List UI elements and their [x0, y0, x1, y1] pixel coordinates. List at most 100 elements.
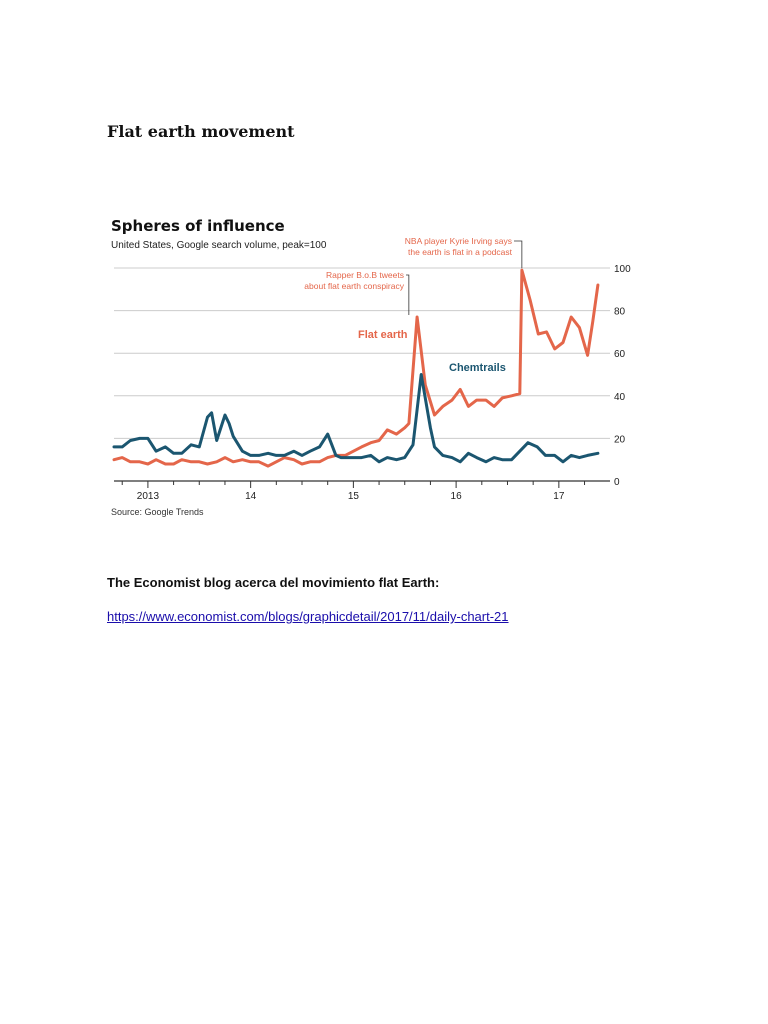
caption-text: The Economist blog acerca del movimiento…	[107, 575, 440, 590]
data-point-flat-earth	[570, 316, 572, 318]
data-point-chemtrails	[442, 454, 444, 457]
data-point-flat-earth	[181, 459, 183, 461]
series-label-chemtrails: Chemtrails	[449, 362, 506, 374]
series-line-flat-earth	[112, 268, 600, 468]
data-point-flat-earth	[275, 461, 277, 463]
data-point-chemtrails	[335, 454, 337, 457]
y-tick-label: 20	[614, 434, 626, 445]
data-point-chemtrails	[493, 456, 495, 459]
y-tick-label: 80	[614, 307, 626, 318]
data-point-chemtrails	[318, 446, 321, 448]
data-point-chemtrails	[139, 437, 141, 439]
data-point-flat-earth	[537, 333, 539, 335]
x-tick-label: 16	[451, 491, 463, 502]
data-point-flat-earth	[172, 463, 175, 465]
data-point-flat-earth	[155, 459, 157, 461]
data-point-flat-earth	[224, 456, 226, 459]
data-point-chemtrails	[155, 450, 157, 452]
data-point-flat-earth	[451, 399, 453, 401]
data-point-chemtrails	[275, 454, 277, 457]
data-point-chemtrails	[198, 446, 200, 448]
data-point-flat-earth	[597, 284, 599, 286]
data-point-flat-earth	[370, 442, 372, 444]
data-point-chemtrails	[232, 435, 234, 437]
data-point-flat-earth	[129, 461, 132, 463]
data-point-chemtrails	[519, 450, 521, 452]
data-point-chemtrails	[309, 450, 311, 452]
data-point-chemtrails	[412, 444, 414, 446]
x-tick-label: 17	[553, 491, 565, 502]
data-point-flat-earth	[493, 405, 495, 408]
annotation-leader-line	[514, 240, 523, 269]
data-point-chemtrails	[121, 446, 123, 448]
x-tick-label: 2013	[137, 491, 160, 502]
data-point-chemtrails	[429, 427, 432, 429]
data-point-flat-earth	[344, 454, 346, 457]
data-point-chemtrails	[476, 456, 478, 459]
data-point-flat-earth	[164, 463, 166, 465]
data-point-flat-earth	[198, 461, 200, 463]
data-point-chemtrails	[395, 459, 398, 461]
data-point-flat-earth	[501, 397, 503, 399]
data-point-flat-earth	[485, 399, 487, 401]
data-point-flat-earth	[408, 422, 410, 425]
data-point-flat-earth	[250, 461, 252, 463]
data-point-flat-earth	[404, 427, 406, 429]
data-point-chemtrails	[327, 433, 329, 435]
data-point-chemtrails	[258, 454, 260, 457]
x-tick-label: 14	[245, 491, 257, 502]
data-point-flat-earth	[459, 388, 461, 391]
data-point-flat-earth	[395, 433, 398, 435]
data-point-chemtrails	[527, 442, 529, 444]
data-point-chemtrails	[433, 446, 436, 448]
data-point-flat-earth	[190, 461, 192, 463]
data-point-flat-earth	[562, 341, 564, 344]
data-point-chemtrails	[113, 446, 115, 448]
data-point-flat-earth	[301, 463, 303, 465]
data-point-flat-earth	[529, 299, 531, 301]
annotation-leader-line	[406, 274, 410, 315]
data-point-flat-earth	[147, 463, 149, 465]
data-point-flat-earth	[554, 348, 556, 350]
data-point-chemtrails	[562, 461, 564, 463]
annotation-text: the earth is flat in a podcast	[408, 247, 513, 257]
data-point-chemtrails	[597, 452, 599, 454]
y-tick-label: 0	[614, 477, 620, 488]
data-point-chemtrails	[301, 454, 303, 457]
x-tick-label: 15	[348, 491, 360, 502]
data-point-flat-earth	[519, 393, 521, 395]
data-point-chemtrails	[370, 454, 372, 457]
data-point-chemtrails	[241, 450, 244, 452]
data-point-chemtrails	[147, 437, 149, 439]
data-point-flat-earth	[592, 320, 594, 322]
article-link[interactable]: https://www.economist.com/blogs/graphicd…	[107, 609, 509, 624]
data-point-chemtrails	[172, 452, 175, 454]
data-point-chemtrails	[587, 454, 589, 457]
data-point-chemtrails	[360, 456, 363, 459]
y-tick-label: 100	[614, 264, 631, 275]
chart-figure: Spheres of influence United States, Goog…	[104, 208, 644, 528]
data-point-flat-earth	[121, 456, 123, 459]
chart-source: Source: Google Trends	[111, 507, 204, 517]
annotation-text: Rapper B.o.B tweets	[326, 270, 404, 280]
data-point-flat-earth	[476, 399, 478, 401]
data-point-chemtrails	[181, 452, 183, 454]
data-point-chemtrails	[578, 456, 580, 459]
series-label-flat-earth: Flat earth	[358, 329, 408, 341]
data-point-flat-earth	[352, 450, 354, 452]
data-point-chemtrails	[129, 439, 132, 442]
annotation-text: about flat earth conspiracy	[304, 281, 404, 291]
data-point-flat-earth	[416, 316, 418, 318]
data-point-chemtrails	[164, 446, 166, 448]
data-point-chemtrails	[216, 439, 218, 442]
data-point-chemtrails	[544, 454, 547, 457]
data-point-flat-earth	[267, 465, 269, 467]
chart-subtitle: United States, Google search volume, pea…	[111, 240, 327, 251]
data-point-chemtrails	[352, 456, 354, 459]
data-point-flat-earth	[442, 405, 444, 408]
data-point-flat-earth	[378, 439, 380, 442]
data-point-chemtrails	[459, 461, 461, 463]
data-point-chemtrails	[344, 456, 346, 459]
data-point-chemtrails	[536, 446, 538, 448]
data-point-flat-earth	[386, 429, 388, 431]
